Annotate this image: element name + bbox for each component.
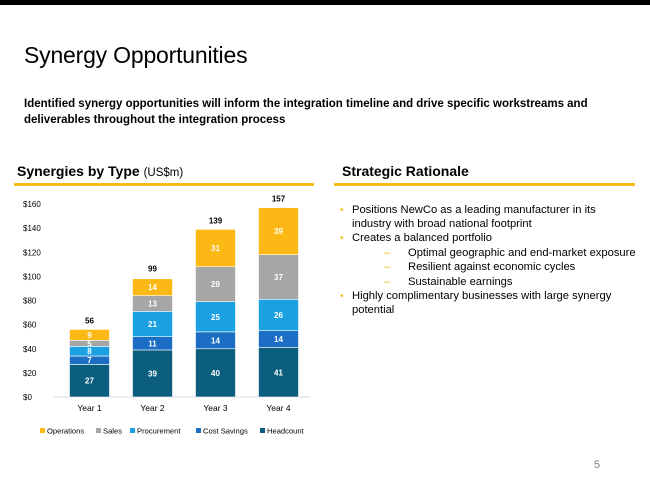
legend-swatch xyxy=(96,428,101,433)
y-tick-label: $120 xyxy=(23,248,41,257)
bar-total-label: 56 xyxy=(85,316,94,325)
synergies-section-title: Synergies by Type (US$m) xyxy=(17,163,183,179)
bar-data-label: 37 xyxy=(274,273,283,282)
y-tick-label: $0 xyxy=(23,393,32,402)
bar-segment-headcount xyxy=(132,349,173,398)
legend-label: Operations xyxy=(47,427,84,436)
bar-segment-operations xyxy=(132,278,173,296)
page-number: 5 xyxy=(594,459,601,471)
bar-data-label: 8 xyxy=(87,347,92,356)
x-tick-label: Year 4 xyxy=(266,403,291,413)
bar-segment-sales xyxy=(195,266,236,303)
dash-icon: – xyxy=(384,275,391,288)
bullet-icon: • xyxy=(340,205,344,216)
rationale-underline xyxy=(334,183,635,186)
bar-data-label: 26 xyxy=(274,311,283,320)
bar-data-label: 41 xyxy=(274,368,283,377)
bar-data-label: 21 xyxy=(148,320,157,329)
rationale-bullet: • Highly complimentary businesses with la… xyxy=(338,290,638,317)
legend-label: Cost Savings xyxy=(203,427,248,436)
bar-data-label: 9 xyxy=(87,331,92,340)
bar-data-label: 7 xyxy=(87,356,92,365)
bar-data-label: 13 xyxy=(148,300,157,309)
bar-data-label: 25 xyxy=(211,313,220,322)
top-bar xyxy=(0,0,650,5)
rationale-list: • Positions NewCo as a leading manufactur… xyxy=(338,204,638,318)
dash-icon: – xyxy=(384,246,391,259)
legend-label: Procurement xyxy=(137,427,181,436)
rationale-bullet-text: Highly complimentary businesses with lar… xyxy=(352,290,612,316)
legend-swatch xyxy=(196,428,201,433)
rationale-bullet-text: Creates a balanced portfolio xyxy=(352,232,492,244)
rationale-sub-bullet-text: Sustainable earnings xyxy=(408,275,513,288)
bar-data-label: 14 xyxy=(211,336,220,345)
bar-data-label: 27 xyxy=(85,377,94,386)
y-tick-label: $20 xyxy=(23,369,37,378)
legend-label: Sales xyxy=(103,427,122,436)
legend-swatch xyxy=(130,428,135,433)
bar-segment-headcount xyxy=(258,347,299,398)
bar-segment-sales xyxy=(258,254,299,300)
bar-segment-procurement xyxy=(258,298,299,331)
x-tick-label: Year 2 xyxy=(140,403,165,413)
bar-segment-operations xyxy=(195,229,236,268)
bar-data-label: 14 xyxy=(274,335,283,344)
legend-swatch xyxy=(260,428,265,433)
bullet-icon: • xyxy=(340,291,344,302)
rationale-bullet: • Creates a balanced portfolio xyxy=(338,232,638,246)
bar-segment-headcount xyxy=(69,364,110,398)
y-tick-label: $140 xyxy=(23,224,41,233)
y-tick-label: $80 xyxy=(23,297,37,306)
bar-data-label: 40 xyxy=(211,369,220,378)
synergies-title-text: Synergies by Type xyxy=(17,163,140,179)
bar-data-label: 5 xyxy=(87,339,92,348)
rationale-bullet: • Positions NewCo as a leading manufactur… xyxy=(338,204,638,231)
bar-data-label: 39 xyxy=(148,369,157,378)
intro-text: Identified synergy opportunities will in… xyxy=(24,98,588,126)
rationale-bullet-text: Positions NewCo as a leading manufacture… xyxy=(352,204,596,230)
synergies-underline xyxy=(14,183,314,186)
rationale-section-title: Strategic Rationale xyxy=(342,163,469,179)
bar-data-label: 11 xyxy=(148,339,157,348)
bar-segment-procurement xyxy=(132,311,173,337)
y-tick-label: $160 xyxy=(23,200,41,209)
x-tick-label: Year 1 xyxy=(77,403,102,413)
rationale-sub-bullet: – Resilient against economic cycles xyxy=(338,261,638,275)
bar-data-label: 39 xyxy=(274,227,283,236)
rationale-sub-bullet: – Sustainable earnings xyxy=(338,276,638,290)
y-tick-label: $40 xyxy=(23,345,37,354)
bullet-icon: • xyxy=(340,233,344,244)
synergies-unit: (US$m) xyxy=(143,167,184,179)
y-tick-label: $100 xyxy=(23,272,41,281)
x-tick-label: Year 3 xyxy=(203,403,228,413)
legend-swatch xyxy=(40,428,45,433)
bar-data-label: 14 xyxy=(148,283,157,292)
rationale-sub-bullet-text: Resilient against economic cycles xyxy=(408,261,576,273)
bar-segment-operations xyxy=(69,329,110,341)
bar-segment-operations xyxy=(258,207,299,255)
bar-data-label: 31 xyxy=(211,244,220,253)
page-title: Synergy Opportunities xyxy=(24,42,248,68)
y-tick-label: $60 xyxy=(23,321,37,330)
legend-label: Headcount xyxy=(267,427,305,436)
bar-data-label: 29 xyxy=(211,280,220,289)
rationale-sub-bullet: – Optimal geographic and end-market expos… xyxy=(338,247,638,261)
dash-icon: – xyxy=(384,261,391,273)
bar-total-label: 157 xyxy=(272,195,286,204)
bar-total-label: 139 xyxy=(209,216,223,225)
bar-total-label: 99 xyxy=(148,265,157,274)
rationale-sub-bullet-text: Optimal geographic and end-market exposu… xyxy=(408,246,636,259)
